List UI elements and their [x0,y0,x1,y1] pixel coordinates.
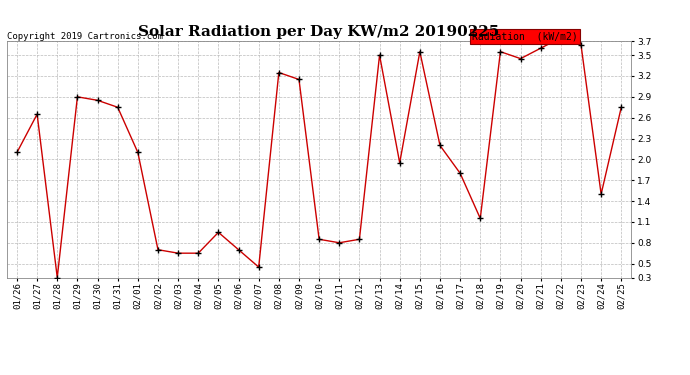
Text: Radiation  (kW/m2): Radiation (kW/m2) [472,32,578,42]
Text: Copyright 2019 Cartronics.com: Copyright 2019 Cartronics.com [7,32,163,41]
Title: Solar Radiation per Day KW/m2 20190225: Solar Radiation per Day KW/m2 20190225 [139,25,500,39]
